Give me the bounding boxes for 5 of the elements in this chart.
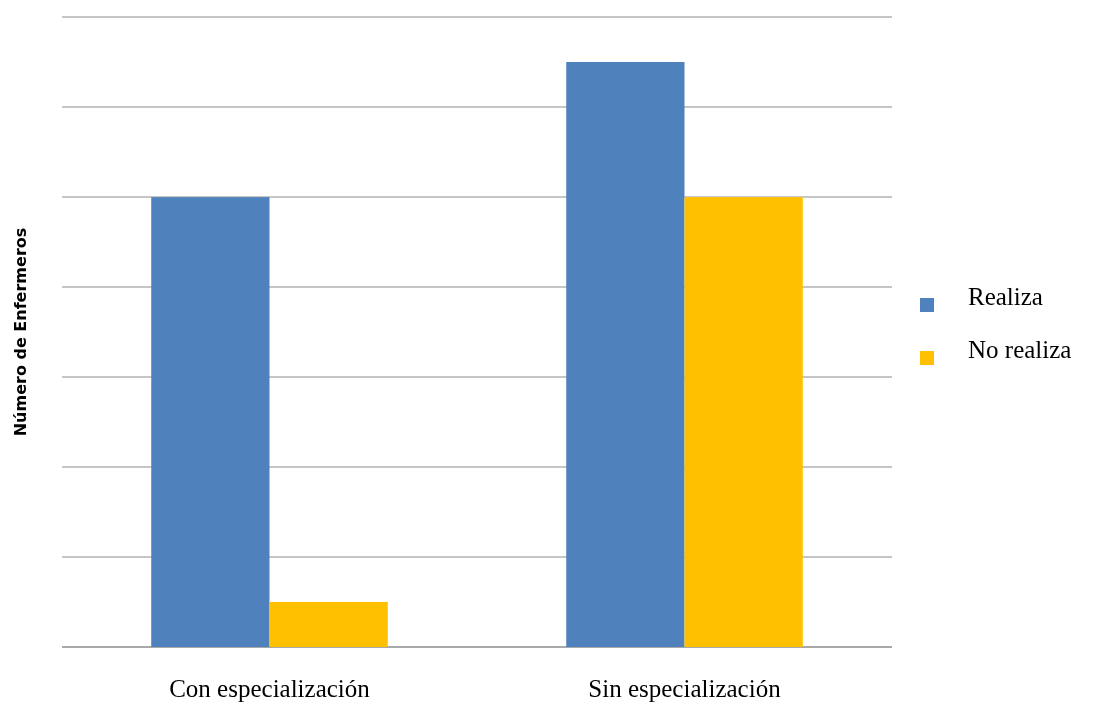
legend-label: No realiza xyxy=(968,336,1072,363)
legend-label: Realiza xyxy=(968,283,1043,310)
x-tick-label: Con especialización xyxy=(169,675,371,702)
y-axis-title: Número de Enfermeros xyxy=(11,227,30,437)
x-tick-label: Sin especialización xyxy=(588,675,782,702)
